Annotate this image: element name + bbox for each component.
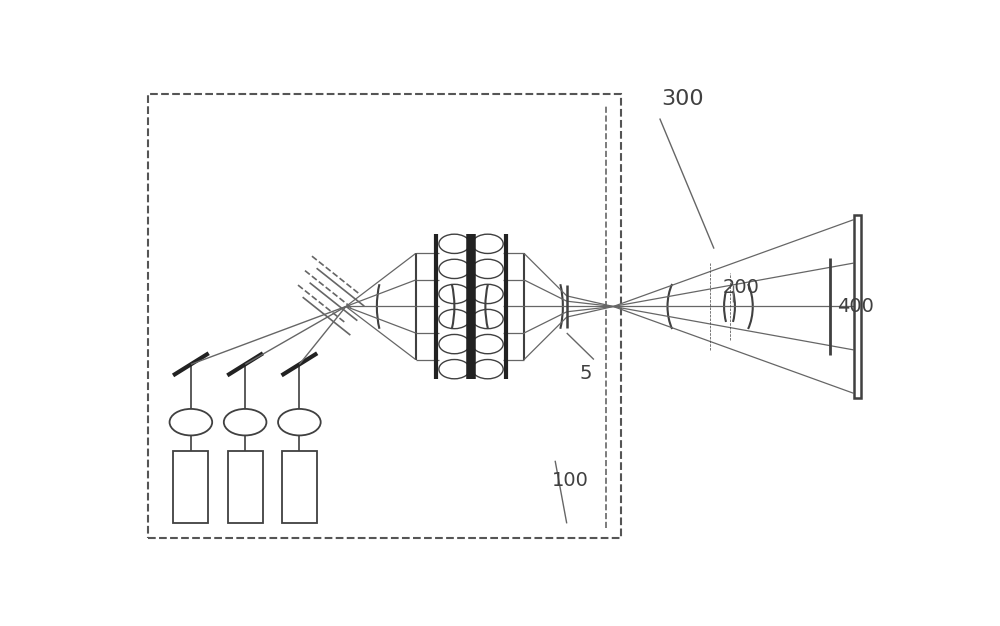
Ellipse shape bbox=[278, 409, 321, 436]
Bar bbox=[228, 451, 263, 523]
Ellipse shape bbox=[170, 409, 212, 436]
Text: 200: 200 bbox=[723, 278, 760, 297]
Bar bbox=[282, 451, 317, 523]
Bar bbox=[854, 215, 861, 398]
Ellipse shape bbox=[224, 409, 266, 436]
Bar bbox=[173, 451, 208, 523]
Bar bbox=[148, 95, 621, 538]
Text: 400: 400 bbox=[837, 297, 873, 316]
Text: 5: 5 bbox=[580, 364, 592, 384]
Text: 300: 300 bbox=[662, 90, 704, 109]
Text: 100: 100 bbox=[552, 471, 589, 490]
